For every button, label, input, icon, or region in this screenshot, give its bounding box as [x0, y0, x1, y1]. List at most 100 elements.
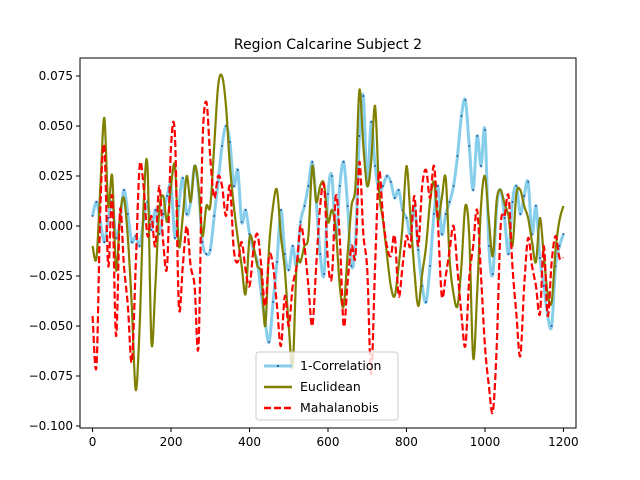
- y-tick-label: 0.050: [39, 119, 73, 133]
- data-point-1-correlation: [436, 185, 439, 187]
- data-point-1-correlation: [389, 181, 392, 183]
- data-point-1-correlation: [291, 245, 294, 247]
- data-point-1-correlation: [221, 145, 223, 147]
- data-point-1-correlation: [166, 195, 169, 197]
- legend-box: [255, 351, 399, 421]
- data-point-1-correlation: [425, 301, 427, 303]
- series-line-mahalanobis: [91, 100, 564, 415]
- data-point-1-correlation: [382, 185, 384, 187]
- data-point-1-correlation: [550, 325, 553, 327]
- data-point-1-correlation: [460, 115, 463, 117]
- x-tick-label: 600: [317, 435, 340, 449]
- data-point-1-correlation: [280, 209, 282, 211]
- data-point-1-correlation: [150, 229, 153, 231]
- y-tick-label: −0.075: [29, 369, 73, 383]
- data-point-1-correlation: [523, 195, 526, 197]
- data-point-1-correlation: [327, 193, 329, 195]
- y-tick-label: 0.025: [39, 169, 73, 183]
- data-point-1-correlation: [283, 253, 286, 255]
- data-point-1-correlation: [448, 201, 451, 203]
- data-point-1-correlation: [515, 185, 518, 187]
- data-point-1-correlation: [103, 241, 106, 243]
- data-point-1-correlation: [287, 269, 290, 271]
- data-point-1-correlation: [535, 205, 537, 207]
- data-point-1-correlation: [95, 201, 98, 203]
- data-point-1-correlation: [484, 129, 486, 131]
- data-point-1-correlation: [456, 155, 459, 157]
- data-point-1-correlation: [397, 189, 400, 191]
- data-point-1-correlation: [350, 265, 353, 267]
- data-point-1-correlation: [542, 285, 545, 287]
- data-point-1-correlation: [519, 213, 522, 215]
- data-point-1-correlation: [487, 245, 490, 247]
- data-point-1-correlation: [440, 233, 443, 235]
- data-point-1-correlation: [562, 233, 565, 235]
- data-point-1-correlation: [272, 301, 274, 303]
- data-point-1-correlation: [240, 221, 243, 223]
- data-point-1-correlation: [154, 209, 157, 211]
- data-point-1-correlation: [480, 165, 482, 167]
- data-point-1-correlation: [464, 99, 467, 101]
- data-point-1-correlation: [213, 215, 216, 217]
- x-tick-label: 400: [238, 435, 261, 449]
- data-point-1-correlation: [417, 249, 420, 251]
- x-tick-label: 0: [89, 435, 97, 449]
- data-point-1-correlation: [452, 185, 455, 187]
- data-point-1-correlation: [558, 245, 561, 247]
- data-point-1-correlation: [511, 201, 514, 203]
- data-point-1-correlation: [91, 215, 94, 217]
- data-point-1-correlation: [311, 161, 314, 163]
- legend-label-euclidean: Euclidean: [300, 379, 361, 394]
- series-layer: [91, 73, 565, 415]
- legend-label-mahalanobis: Mahalanobis: [300, 400, 379, 415]
- data-point-1-correlation: [232, 185, 235, 187]
- data-point-1-correlation: [393, 197, 396, 199]
- data-point-1-correlation: [385, 175, 388, 177]
- data-point-1-correlation: [130, 241, 133, 243]
- data-point-1-correlation: [444, 213, 447, 215]
- data-point-1-correlation: [299, 221, 302, 223]
- data-point-1-correlation: [126, 213, 129, 215]
- data-point-1-correlation: [527, 181, 530, 183]
- y-tick-label: 0.075: [39, 69, 73, 83]
- data-point-1-correlation: [268, 341, 271, 343]
- legend: 1-Correlation Euclidean Mahalanobis: [255, 351, 399, 421]
- data-point-1-correlation: [205, 253, 208, 255]
- data-point-1-correlation: [307, 185, 310, 187]
- x-tick-label: 200: [160, 435, 183, 449]
- data-point-1-correlation: [468, 145, 471, 147]
- data-point-1-correlation: [491, 273, 494, 275]
- x-tick-label: 800: [395, 435, 418, 449]
- data-point-1-correlation: [138, 245, 141, 247]
- data-point-1-correlation: [244, 209, 247, 211]
- data-point-1-correlation: [201, 241, 204, 243]
- data-point-1-correlation: [342, 161, 345, 163]
- data-point-1-correlation: [107, 217, 110, 219]
- data-point-1-correlation: [185, 213, 188, 215]
- data-point-1-correlation: [177, 205, 180, 207]
- y-tick-label: 0.000: [39, 219, 73, 233]
- y-tick-label: −0.100: [29, 419, 73, 433]
- data-point-1-correlation: [429, 265, 431, 267]
- data-point-1-correlation: [319, 253, 322, 255]
- x-tick-label: 1000: [470, 435, 501, 449]
- data-point-1-correlation: [358, 135, 361, 137]
- data-point-1-correlation: [331, 175, 333, 177]
- data-point-1-correlation: [433, 213, 435, 215]
- chart-title: Region Calcarine Subject 2: [234, 37, 422, 53]
- data-point-1-correlation: [276, 261, 278, 263]
- data-point-1-correlation: [362, 95, 365, 97]
- legend-label-1-correlation: 1-Correlation: [300, 358, 381, 373]
- data-point-1-correlation: [374, 165, 376, 167]
- data-point-1-correlation: [236, 169, 239, 171]
- data-point-1-correlation: [209, 249, 212, 251]
- data-point-1-correlation: [472, 189, 475, 191]
- data-point-1-correlation: [507, 253, 510, 255]
- data-point-1-correlation: [476, 135, 479, 137]
- data-point-1-correlation: [181, 177, 184, 179]
- data-point-1-correlation: [338, 185, 341, 187]
- data-point-1-correlation: [346, 205, 349, 207]
- data-point-1-correlation: [174, 237, 176, 239]
- y-tick-label: −0.025: [29, 269, 73, 283]
